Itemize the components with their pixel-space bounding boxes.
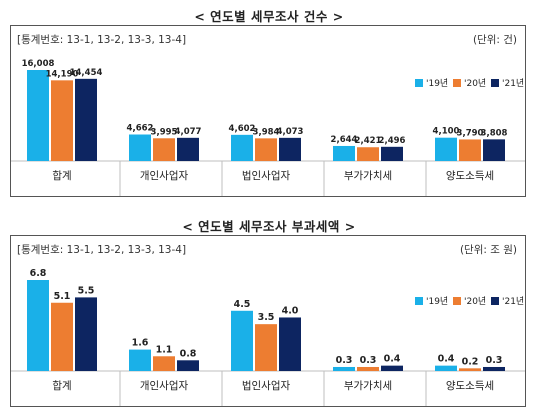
data-label: 0.2 [462, 356, 479, 367]
bar-0-0-2 [75, 78, 97, 161]
bar-0-0-1 [51, 80, 73, 161]
category-tick-label: 양도소득세 [446, 170, 494, 182]
bar-1-2-1 [255, 324, 277, 371]
data-label: 6.8 [30, 268, 47, 279]
data-label: 4,100 [433, 127, 460, 137]
bar-0-0-0 [27, 70, 49, 161]
category-tick-label: 법인사업자 [242, 379, 291, 392]
bar-chart-tax: 6.8 5.1 5.5 합계 1.6 1.1 0.8 개인사업자 4.5 3.5 4.0 법인사업자 0… [11, 268, 525, 406]
category-tick-label: 개인사업자 [140, 379, 189, 392]
data-label: 0.8 [180, 348, 197, 359]
bar-1-4-2 [483, 366, 505, 371]
unit-note-count: (단위: 건) [472, 34, 517, 46]
bar-0-4-2 [483, 139, 505, 161]
bar-1-3-0 [333, 366, 355, 371]
data-label: 4,662 [127, 123, 154, 133]
bar-1-1-0 [129, 349, 151, 371]
data-label: 2,496 [379, 136, 406, 146]
bar-1-4-0 [435, 365, 457, 371]
bar-1-0-1 [51, 302, 73, 371]
legend-swatch [453, 79, 461, 87]
data-label: 2,421 [355, 136, 382, 146]
source-note-count: [통계번호: 13-1, 13-2, 13-3, 13-4] [17, 34, 187, 46]
category-tick-label: 법인사업자 [242, 169, 291, 182]
category-tick-label: 양도소득세 [446, 380, 494, 392]
data-label: 4,077 [175, 127, 202, 137]
source-note-tax: [통계번호: 13-1, 13-2, 13-3, 13-4] [17, 244, 187, 256]
bar-0-3-1 [357, 147, 379, 161]
legend-label: '21년 [502, 296, 524, 307]
chart-panel-count: [통계번호: 13-1, 13-2, 13-3, 13-4] (단위: 건) 1… [10, 25, 526, 197]
bar-1-1-2 [177, 360, 199, 371]
legend-swatch [415, 297, 423, 305]
data-label: 16,008 [22, 59, 55, 69]
bar-0-3-2 [381, 146, 403, 161]
unit-note-tax: (단위: 조 원) [459, 244, 517, 256]
bar-0-1-2 [177, 137, 199, 161]
chart-title-count: < 연도별 세무조사 건수 > [194, 9, 344, 24]
data-label: 5.1 [54, 291, 71, 302]
data-label: 3,984 [253, 127, 280, 137]
data-label: 1.6 [132, 338, 149, 349]
data-label: 4.0 [282, 305, 299, 316]
legend-swatch [491, 297, 499, 305]
data-label: 0.4 [438, 354, 455, 365]
data-label: 3,995 [151, 127, 178, 137]
bar-1-3-1 [357, 366, 379, 371]
data-label: 0.3 [486, 355, 503, 366]
category-tick-label: 합계 [52, 380, 71, 392]
bar-0-3-0 [333, 145, 355, 161]
data-label: 3.5 [258, 312, 275, 323]
bar-0-4-0 [435, 137, 457, 161]
bar-1-0-2 [75, 297, 97, 371]
category-tick-label: 합계 [52, 170, 71, 182]
data-label: 5.5 [78, 285, 95, 296]
legend-label: '19년 [426, 78, 448, 89]
category-tick-label: 부가가치세 [344, 380, 392, 392]
bar-0-2-2 [279, 137, 301, 161]
legend-swatch [415, 79, 423, 87]
data-label: 4,602 [229, 124, 256, 134]
chart-title-tax: < 연도별 세무조사 부과세액 > [182, 219, 356, 234]
legend-label: '19년 [426, 296, 448, 307]
bar-1-0-0 [27, 280, 49, 371]
chart-panel-tax: [통계번호: 13-1, 13-2, 13-3, 13-4] (단위: 조 원)… [10, 235, 526, 407]
bar-0-1-1 [153, 138, 175, 161]
bar-0-2-1 [255, 138, 277, 161]
legend-label: '20년 [464, 78, 486, 89]
bar-1-2-0 [231, 310, 253, 371]
data-label: 0.3 [336, 355, 353, 366]
data-label: 14,454 [70, 68, 103, 78]
data-label: 3,790 [457, 128, 484, 138]
bar-0-1-0 [129, 134, 151, 161]
bar-0-4-1 [459, 139, 481, 161]
legend-swatch [491, 79, 499, 87]
legend-swatch [453, 297, 461, 305]
data-label: 2,644 [331, 135, 358, 145]
legend-label: '20년 [464, 296, 486, 307]
bar-1-3-2 [381, 365, 403, 371]
bar-0-2-0 [231, 134, 253, 161]
data-label: 4,073 [277, 127, 304, 137]
bar-1-1-1 [153, 356, 175, 371]
data-label: 4.5 [234, 299, 251, 310]
data-label: 0.3 [360, 355, 377, 366]
data-label: 3,808 [481, 128, 508, 138]
category-tick-label: 부가가치세 [344, 170, 392, 182]
bar-1-2-2 [279, 317, 301, 371]
data-label: 14,190 [46, 69, 79, 79]
data-label: 0.4 [384, 354, 401, 365]
category-tick-label: 개인사업자 [140, 169, 189, 182]
data-label: 1.1 [156, 344, 173, 355]
bar-1-4-1 [459, 368, 481, 371]
legend-label: '21년 [502, 78, 524, 89]
